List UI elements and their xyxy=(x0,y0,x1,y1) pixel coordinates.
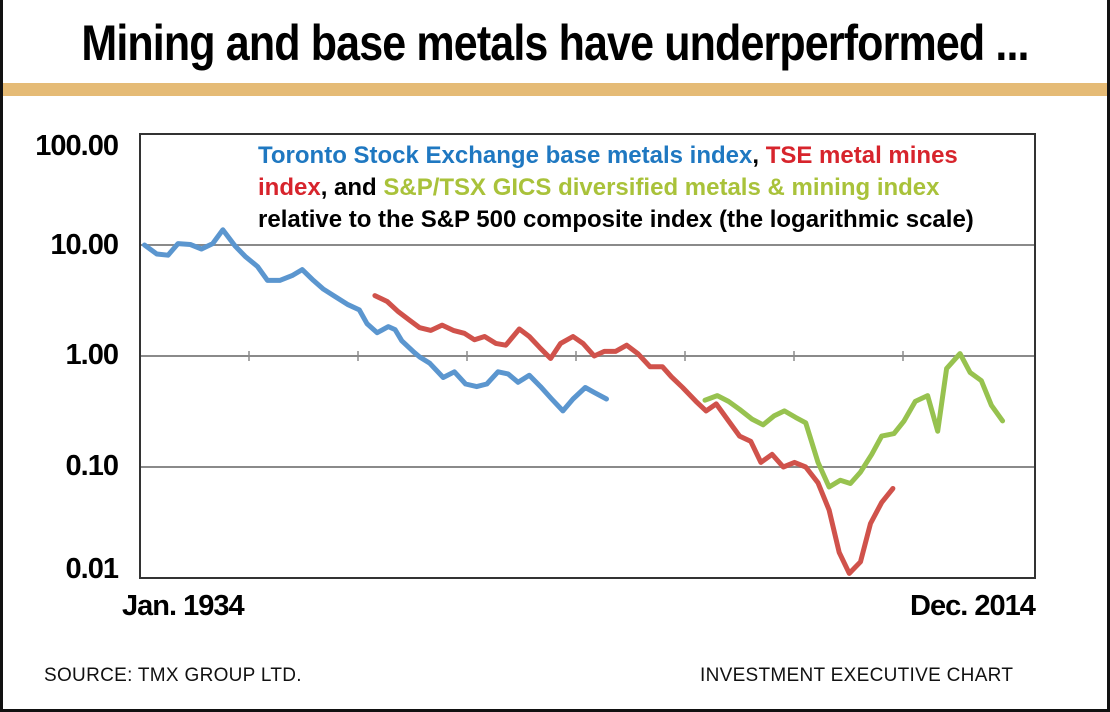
legend: Toronto Stock Exchange base metals index… xyxy=(258,140,980,236)
legend-blue-series: Toronto Stock Exchange base metals index xyxy=(258,142,753,169)
series-lines xyxy=(142,227,1006,576)
y-tick-label: 0.10 xyxy=(65,450,119,482)
x-tick-label-end: Dec. 2014 xyxy=(910,590,1036,622)
y-tick-label: 0.01 xyxy=(65,553,119,585)
legend-red-series-cont: index xyxy=(258,174,321,201)
legend-line-2: index, and S&P/TSX GICS diversified meta… xyxy=(258,172,974,204)
y-tick-label: 1.00 xyxy=(65,339,119,371)
legend-line-3: relative to the S&P 500 composite index … xyxy=(258,206,974,233)
source-note: SOURCE: TMX GROUP LTD. xyxy=(44,665,302,686)
y-tick-label: 100.00 xyxy=(35,130,119,162)
x-tick-label-start: Jan. 1934 xyxy=(122,590,245,622)
y-tick-label: 10.00 xyxy=(50,229,119,261)
series-line-metal-mines xyxy=(372,293,896,576)
series-line-diversified-metals-mining xyxy=(702,351,1006,490)
plot-border xyxy=(139,133,1036,579)
legend-separator: , and xyxy=(320,174,384,201)
gridlines xyxy=(140,244,1035,468)
x-tick-marks xyxy=(248,351,904,361)
chart-credit: INVESTMENT EXECUTIVE CHART xyxy=(700,665,1014,686)
legend-green-series: S&P/TSX GICS diversified metals & mining… xyxy=(383,174,940,201)
legend-separator: , xyxy=(752,142,766,169)
chart-title: Mining and base metals have underperform… xyxy=(81,15,1029,71)
legend-red-series: TSE metal mines xyxy=(765,142,958,169)
legend-line-1: Toronto Stock Exchange base metals index… xyxy=(258,140,974,172)
title-divider-band xyxy=(3,83,1107,96)
series-line-base-metals xyxy=(142,227,609,414)
